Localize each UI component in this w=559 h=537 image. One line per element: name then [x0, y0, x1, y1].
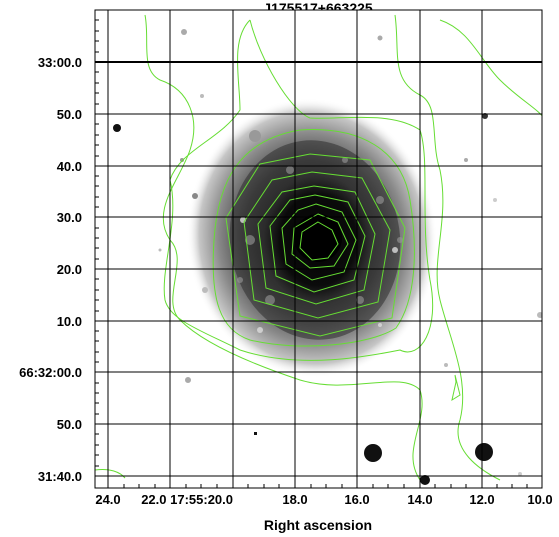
- y-tick-label: 10.0: [57, 314, 82, 329]
- contours: [95, 14, 542, 481]
- star: [192, 193, 198, 199]
- plot-frame: [94, 9, 543, 489]
- star: [200, 94, 204, 98]
- x-tick-label: 10.0: [527, 492, 552, 507]
- x-tick-label: 12.0: [469, 492, 494, 507]
- y-tick-label: 33:00.0: [38, 55, 82, 70]
- star: [518, 472, 522, 476]
- star: [420, 475, 430, 485]
- contour-level-10: [299, 221, 339, 261]
- contour-level-1d: [95, 469, 126, 479]
- x-tick-label: 16.0: [344, 492, 369, 507]
- image-area: [95, 10, 542, 488]
- contour-level-1b: [394, 14, 501, 481]
- star: [254, 432, 257, 435]
- contour-level-4: [225, 153, 406, 337]
- star: [364, 444, 382, 462]
- contour-level-2: [163, 19, 434, 361]
- galaxy-core: [294, 214, 342, 262]
- minor-ticks: [95, 19, 528, 488]
- contour-level-8: [281, 203, 357, 281]
- stars: [113, 29, 542, 485]
- star: [537, 312, 542, 318]
- y-tick-label: 50.0: [57, 417, 82, 432]
- contour-level-3: [212, 129, 415, 347]
- star: [181, 29, 187, 35]
- contour-level-7: [269, 194, 366, 293]
- star: [180, 158, 184, 162]
- star: [113, 124, 121, 132]
- x-axis-labels: 24.0 22.0 17:55:20.0 18.0 16.0 14.0 12.0…: [95, 492, 552, 507]
- y-tick-label: 66:32:00.0: [19, 365, 82, 380]
- y-axis-labels: 33:00.0 50.0 40.0 30.0 20.0 10.0 66:32:0…: [19, 55, 82, 484]
- x-tick-label: 18.0: [282, 492, 307, 507]
- x-tick-label: 22.0 17:55:20.0: [141, 492, 233, 507]
- contour-level-5: [243, 171, 391, 319]
- star: [185, 377, 191, 383]
- galaxy-texture: [237, 157, 403, 305]
- contour-level-1e: [451, 374, 461, 402]
- y-tick-label: 31:40.0: [38, 469, 82, 484]
- contour-level-6: [257, 185, 376, 305]
- star: [475, 443, 493, 461]
- y-tick-label: 30.0: [57, 210, 82, 225]
- star: [249, 130, 261, 142]
- y-tick-label: 40.0: [57, 159, 82, 174]
- y-tick-label: 50.0: [57, 107, 82, 122]
- star: [444, 363, 448, 367]
- contour-level-1c: [439, 19, 542, 117]
- star: [464, 158, 468, 162]
- y-tick-label: 20.0: [57, 262, 82, 277]
- contour-level-1a: [144, 14, 423, 481]
- x-tick-label: 14.0: [407, 492, 432, 507]
- star: [493, 198, 497, 202]
- star: [158, 248, 162, 252]
- star: [377, 35, 383, 41]
- x-axis-title: Right ascension: [264, 517, 372, 533]
- contour-level-9: [291, 213, 349, 269]
- star: [202, 287, 208, 293]
- x-tick-label: 24.0: [95, 492, 120, 507]
